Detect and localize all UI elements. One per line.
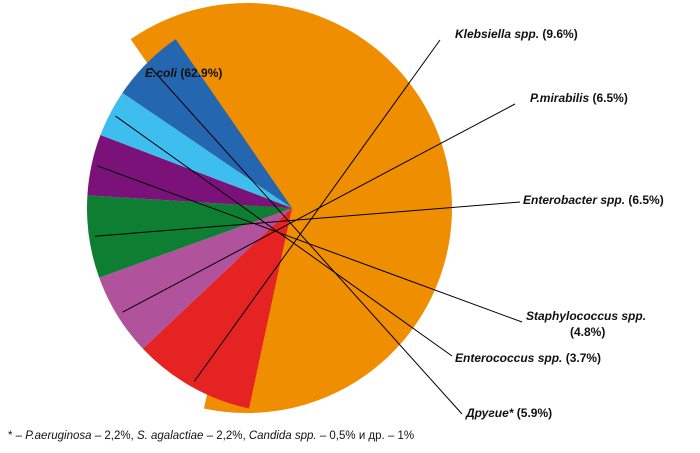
leader-lines (94, 39, 523, 415)
slice-label-value: (5.9%) (513, 406, 552, 420)
slice-labels: E.coli (62.9%) Klebsiella spp. (9.6%) P.mi… (145, 27, 664, 420)
pie-slice (100, 92, 292, 208)
footnote-item-rest: – 2,2%, (203, 430, 249, 442)
slice-label-value: (62.9%) (177, 66, 222, 80)
leader-line (94, 201, 521, 237)
slice-label-name: Enterococcus spp. (455, 351, 562, 365)
leader-line (115, 115, 453, 357)
footnote-item-rest: – 2,2%, (91, 430, 137, 442)
slice-label: Klebsiella spp. (9.6%) (455, 27, 578, 41)
slice-label-name: Staphylococcus spp. (526, 309, 646, 323)
leader-line (150, 67, 463, 415)
footnote-item-rest: – 0,5% и др. – 1% (316, 430, 415, 442)
slice-label-value: (6.5%) (625, 193, 664, 207)
slice-label-name: Другие* (465, 406, 515, 420)
slice-label: E.coli (62.9%) (145, 66, 222, 80)
slice-label-value: (3.7%) (562, 351, 601, 365)
footnote-item-name: Candida spp. (248, 430, 317, 442)
pie-slice (99, 208, 292, 349)
pie-slice (87, 195, 293, 278)
slice-label: Staphylococcus spp. (4.8%) (526, 309, 646, 339)
slice-label-value: (4.8%) (570, 325, 605, 339)
slice-label-value: (6.5%) (589, 91, 628, 105)
footnote-prefix: * – (8, 430, 26, 442)
pie-slices (87, 2, 453, 413)
leader-line (122, 103, 516, 313)
slice-label-name: P.mirabilis (530, 91, 589, 105)
slice-label: P.mirabilis (6.5%) (530, 91, 628, 105)
slice-label: Enterococcus spp. (3.7%) (455, 351, 601, 365)
slice-label-name: Enterobacter spp. (523, 193, 625, 207)
footnote-item-name: P.aeruginosa (25, 430, 92, 442)
pie-slice (87, 135, 292, 208)
pie-chart: E.coli (62.9%) Klebsiella spp. (9.6%) P.mi… (87, 2, 664, 420)
pie-slice (142, 208, 292, 409)
slice-label: Другие* (5.9%) (465, 406, 552, 420)
slice-label-value: (9.6%) (539, 27, 578, 41)
footnote: * – P.aeruginosa – 2,2%, S. agalactiae –… (8, 430, 414, 442)
slice-label-name: Klebsiella spp. (455, 27, 539, 41)
leader-line (193, 39, 441, 382)
pie-slice (122, 39, 293, 209)
footnote-item-name: S. agalactiae (136, 430, 204, 442)
slice-label: Enterobacter spp. (6.5%) (523, 193, 664, 207)
slice-label-name: E.coli (145, 66, 178, 80)
